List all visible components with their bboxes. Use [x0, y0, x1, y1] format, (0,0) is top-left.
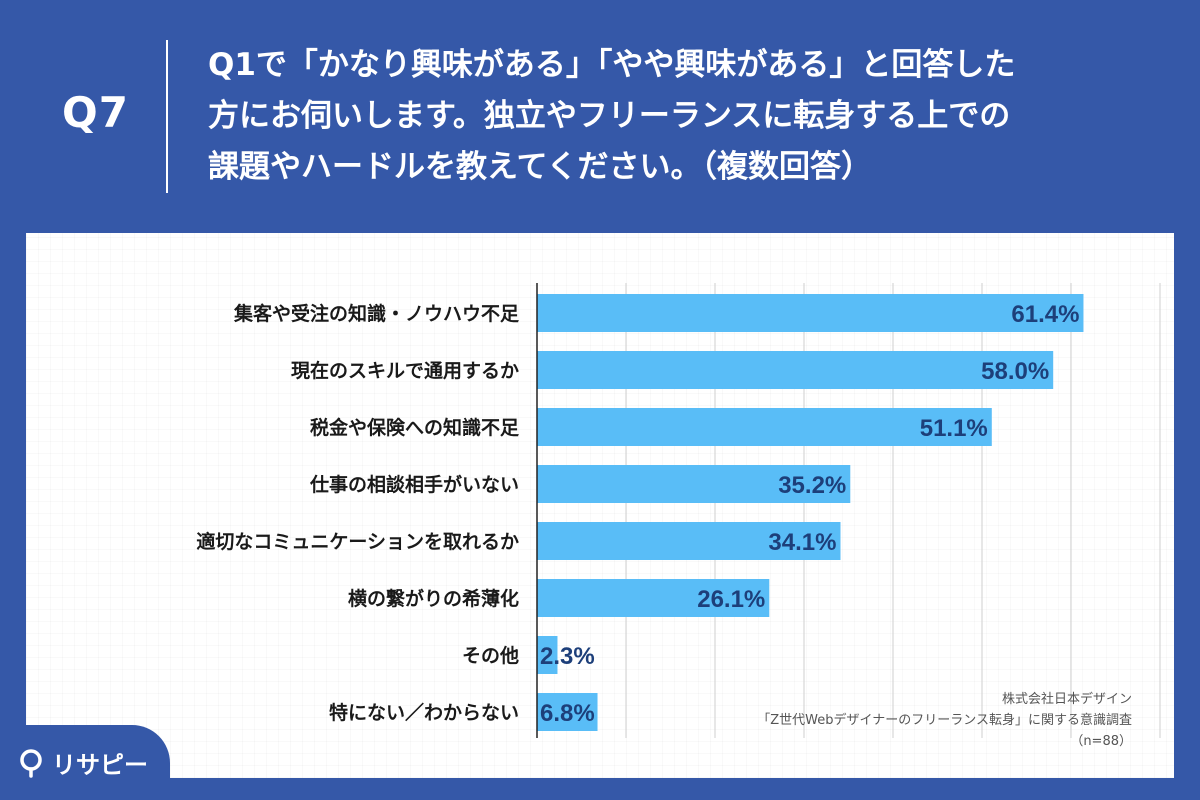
bar	[537, 294, 1084, 332]
category-label: 適切なコミュニケーションを取れるか	[196, 530, 519, 553]
value-label: 34.1%	[768, 529, 836, 556]
value-label: 51.1%	[920, 415, 988, 442]
value-label: 61.4%	[1011, 301, 1079, 328]
bar	[537, 351, 1054, 389]
source-company: 株式会社日本デザイン	[1001, 692, 1132, 707]
pin-icon	[20, 748, 42, 778]
bar	[537, 579, 770, 617]
bar	[537, 693, 598, 731]
value-label: 35.2%	[778, 472, 846, 499]
category-label: 集客や受注の知識・ノウハウ不足	[233, 302, 520, 325]
source-survey: 「Z世代Webデザイナーのフリーランス転身」に関する意識調査	[757, 713, 1132, 728]
question-number: Q7	[62, 88, 129, 137]
bar	[537, 465, 851, 503]
category-label: その他	[462, 644, 519, 667]
category-label: 仕事の相談相手がいない	[309, 473, 519, 496]
source-note: 株式会社日本デザイン 「Z世代Webデザイナーのフリーランス転身」に関する意識調…	[757, 689, 1132, 752]
value-label: 26.1%	[697, 586, 765, 613]
category-label: 横の繋がりの希薄化	[348, 587, 519, 610]
category-label: 税金や保険への知識不足	[310, 416, 520, 439]
bar	[537, 522, 841, 560]
brand-logo: リサピー	[16, 745, 148, 780]
value-label: 2.3%	[540, 643, 595, 670]
header-divider	[166, 40, 168, 193]
bar	[537, 636, 558, 674]
logo-tab	[0, 725, 170, 800]
bar	[537, 408, 992, 446]
bar-chart: 集客や受注の知識・ノウハウ不足 61.4% 現在のスキルで通用するか 58.0% 税金や…	[196, 283, 1161, 738]
source-sample: （n=88）	[1070, 734, 1132, 749]
category-label: 現在のスキルで通用するか	[291, 359, 519, 382]
chart-card: 集客や受注の知識・ノウハウ不足 61.4% 現在のスキルで通用するか 58.0% 税金や…	[26, 233, 1174, 778]
brand-name: リサピー	[52, 751, 148, 779]
value-label: 6.8%	[540, 700, 595, 727]
category-label: 特にない／わからない	[329, 701, 519, 724]
question-text: Q1で「かなり興味がある」「やや興味がある」と回答した 方にお伺いします。独立や…	[208, 47, 1016, 185]
value-label: 58.0%	[981, 358, 1049, 385]
